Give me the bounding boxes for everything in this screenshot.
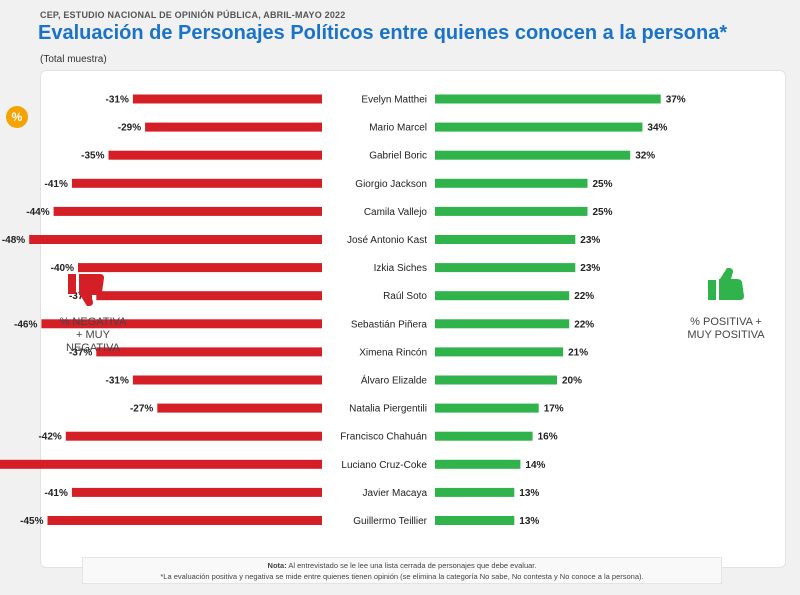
- positive-value-label: 25%: [593, 207, 613, 218]
- page-title: Evaluación de Personajes Políticos entre…: [38, 22, 728, 44]
- category-label: Raúl Soto: [383, 291, 427, 302]
- category-label: Guillermo Teillier: [353, 516, 427, 527]
- negative-bar: [0, 459, 322, 469]
- category-label: José Antonio Kast: [347, 235, 427, 246]
- positive-bar: [435, 403, 539, 413]
- thumbs-down-icon: [68, 274, 104, 306]
- category-label: Álvaro Elizalde: [361, 374, 428, 387]
- category-label: Natalia Piergentili: [349, 404, 427, 415]
- positive-bar: [435, 487, 515, 497]
- positive-bar: [435, 516, 515, 525]
- footnote: Nota: Al entrevistado se le lee una list…: [82, 557, 722, 584]
- negative-value-label: -40%: [51, 263, 74, 274]
- positive-bar: [435, 375, 557, 385]
- category-label: Luciano Cruz-Coke: [341, 460, 427, 471]
- positive-value-label: 14%: [525, 460, 545, 471]
- positive-value-label: 23%: [580, 235, 600, 246]
- negative-legend-line: NEGATIVA: [66, 342, 120, 354]
- negative-value-label: -41%: [45, 179, 68, 190]
- negative-value-label: -27%: [130, 404, 153, 415]
- negative-value-label: -42%: [38, 432, 61, 443]
- positive-value-label: 16%: [538, 432, 558, 443]
- positive-legend: % POSITIVA + MUY POSITIVA: [676, 316, 776, 342]
- positive-bar: [435, 347, 564, 357]
- footnote-note-label: Nota:: [267, 561, 287, 570]
- positive-bar: [435, 291, 570, 301]
- category-label: Evelyn Matthei: [361, 95, 427, 106]
- negative-value-label: -29%: [118, 123, 141, 134]
- positive-value-label: 17%: [544, 404, 564, 415]
- positive-value-label: 22%: [574, 291, 594, 302]
- positive-bar: [435, 94, 661, 104]
- positive-bar: [435, 150, 631, 160]
- thumbs-up-icon: [708, 268, 744, 300]
- negative-bar: [29, 235, 322, 244]
- percent-badge[interactable]: %: [6, 106, 28, 128]
- negative-bar: [71, 178, 323, 188]
- positive-legend-line: MUY POSITIVA: [687, 329, 765, 341]
- negative-bar: [108, 150, 322, 160]
- negative-bar: [132, 94, 322, 104]
- category-label: Camila Vallejo: [364, 207, 428, 218]
- negative-value-label: -48%: [2, 235, 25, 246]
- negative-value-label: -41%: [45, 488, 68, 499]
- page-subtitle: (Total muestra): [40, 54, 107, 65]
- negative-bar: [53, 206, 322, 216]
- positive-value-label: 13%: [519, 516, 539, 527]
- positive-bar: [435, 263, 576, 273]
- category-label: Francisco Chahuán: [340, 432, 427, 443]
- negative-bar: [71, 487, 323, 497]
- positive-value-label: 37%: [666, 95, 686, 106]
- source-label: CEP, ESTUDIO NACIONAL DE OPINIÓN PÚBLICA…: [40, 10, 346, 20]
- positive-value-label: 21%: [568, 347, 588, 358]
- positive-value-label: 20%: [562, 376, 582, 387]
- category-label: Izkia Siches: [374, 263, 427, 274]
- category-label: Sebastián Piñera: [351, 319, 428, 330]
- negative-bar: [132, 375, 322, 385]
- positive-bar: [435, 431, 533, 441]
- negative-value-label: -35%: [81, 151, 104, 162]
- negative-value-label: -46%: [14, 319, 37, 330]
- positive-value-label: 32%: [635, 151, 655, 162]
- negative-bar: [65, 431, 323, 441]
- negative-bar: [47, 516, 322, 525]
- positive-bar: [435, 178, 588, 188]
- positive-bar: [435, 459, 521, 469]
- negative-legend-line: + MUY: [76, 329, 110, 341]
- negative-value-label: -37%: [69, 291, 92, 302]
- negative-value-label: -37%: [69, 347, 92, 358]
- negative-bar: [96, 291, 322, 301]
- negative-legend: % NEGATIVA + MUY NEGATIVA: [48, 316, 138, 355]
- positive-value-label: 13%: [519, 488, 539, 499]
- negative-value-label: -45%: [20, 516, 43, 527]
- positive-value-label: 34%: [647, 123, 667, 134]
- positive-bar: [435, 319, 570, 329]
- negative-legend-line: % NEGATIVA: [59, 316, 127, 328]
- positive-value-label: 25%: [593, 179, 613, 190]
- negative-value-label: -44%: [26, 207, 49, 218]
- category-label: Giorgio Jackson: [355, 179, 427, 190]
- negative-bar: [78, 263, 322, 273]
- negative-value-label: -31%: [106, 95, 129, 106]
- negative-bar: [41, 319, 323, 329]
- positive-bar: [435, 206, 588, 216]
- positive-bar: [435, 235, 576, 244]
- positive-value-label: 23%: [580, 263, 600, 274]
- positive-value-label: 22%: [574, 319, 594, 330]
- positive-bar: [435, 122, 643, 132]
- footnote-note-text: Al entrevistado se le lee una lista cerr…: [288, 561, 537, 570]
- category-label: Mario Marcel: [369, 123, 427, 134]
- positive-legend-line: % POSITIVA +: [690, 316, 762, 328]
- category-label: Ximena Rincón: [359, 347, 427, 358]
- negative-bar: [145, 122, 322, 132]
- negative-value-label: -31%: [106, 376, 129, 387]
- category-label: Javier Macaya: [363, 488, 428, 499]
- negative-bar: [157, 403, 322, 413]
- negative-bar: [96, 347, 322, 357]
- footnote-asterisk: *La evaluación positiva y negativa se mi…: [160, 572, 644, 581]
- category-label: Gabriel Boric: [369, 151, 427, 162]
